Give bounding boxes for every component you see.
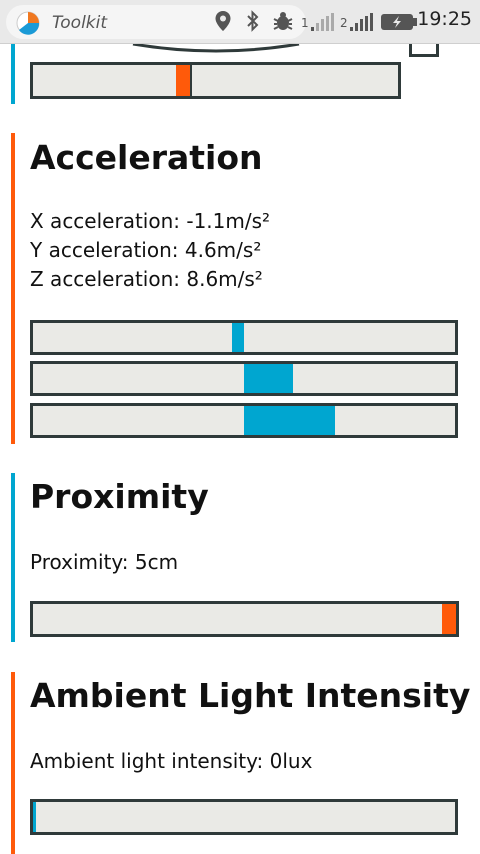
ambient-light-bar — [30, 799, 458, 835]
acceleration-section: Acceleration X acceleration: -1.1m/s² Y … — [11, 133, 480, 444]
prev-sensor-bar-needle — [189, 65, 192, 96]
proximity-bar-marker — [442, 604, 456, 634]
ambient-light-title: Ambient Light Intensity — [30, 676, 471, 715]
section-accent-bar — [11, 133, 15, 444]
sim2-label: 2 — [340, 16, 348, 30]
x-acceleration-text: X acceleration: -1.1m/s² — [30, 209, 271, 233]
location-icon — [215, 11, 231, 31]
x-acceleration-bar-fill — [232, 323, 244, 352]
section-accent-bar — [11, 473, 15, 642]
compass-dial-edge — [132, 44, 300, 53]
status-bar: Toolkit 1 2 19:25 — [0, 0, 480, 44]
status-clock: 19:25 — [417, 8, 472, 30]
ambient-light-section: Ambient Light Intensity Ambient light in… — [11, 672, 480, 854]
z-acceleration-bar-fill — [244, 406, 335, 435]
proximity-section: Proximity Proximity: 5cm — [11, 473, 480, 642]
section-accent-bar — [11, 44, 15, 104]
y-acceleration-text: Y acceleration: 4.6m/s² — [30, 238, 262, 262]
y-acceleration-bar — [30, 361, 458, 396]
signal-sim2-icon — [350, 13, 373, 31]
y-acceleration-bar-fill — [244, 364, 293, 393]
signal-sim1-icon — [311, 13, 334, 31]
z-acceleration-bar — [30, 403, 458, 438]
proximity-bar — [30, 601, 459, 637]
proximity-title: Proximity — [30, 477, 209, 516]
app-title: Toolkit — [52, 13, 108, 33]
acceleration-title: Acceleration — [30, 138, 263, 177]
app-title-pill[interactable]: Toolkit — [6, 5, 306, 39]
section-accent-bar — [11, 672, 15, 854]
debug-bug-icon — [273, 12, 293, 30]
ambient-light-bar-fill — [33, 802, 36, 832]
sim1-label: 1 — [301, 16, 309, 30]
prev-sensor-bar-track — [30, 62, 401, 99]
ambient-light-text: Ambient light intensity: 0lux — [30, 749, 313, 773]
toolkit-app-icon — [16, 11, 40, 35]
z-acceleration-text: Z acceleration: 8.6m/s² — [30, 267, 263, 291]
prev-sensor-bar-marker — [175, 65, 190, 96]
compass-widget-edge — [409, 44, 439, 57]
previous-sensor-section — [11, 44, 480, 104]
battery-charging-icon — [381, 14, 417, 30]
x-acceleration-bar — [30, 320, 458, 355]
proximity-text: Proximity: 5cm — [30, 550, 179, 574]
bluetooth-icon — [247, 10, 259, 32]
